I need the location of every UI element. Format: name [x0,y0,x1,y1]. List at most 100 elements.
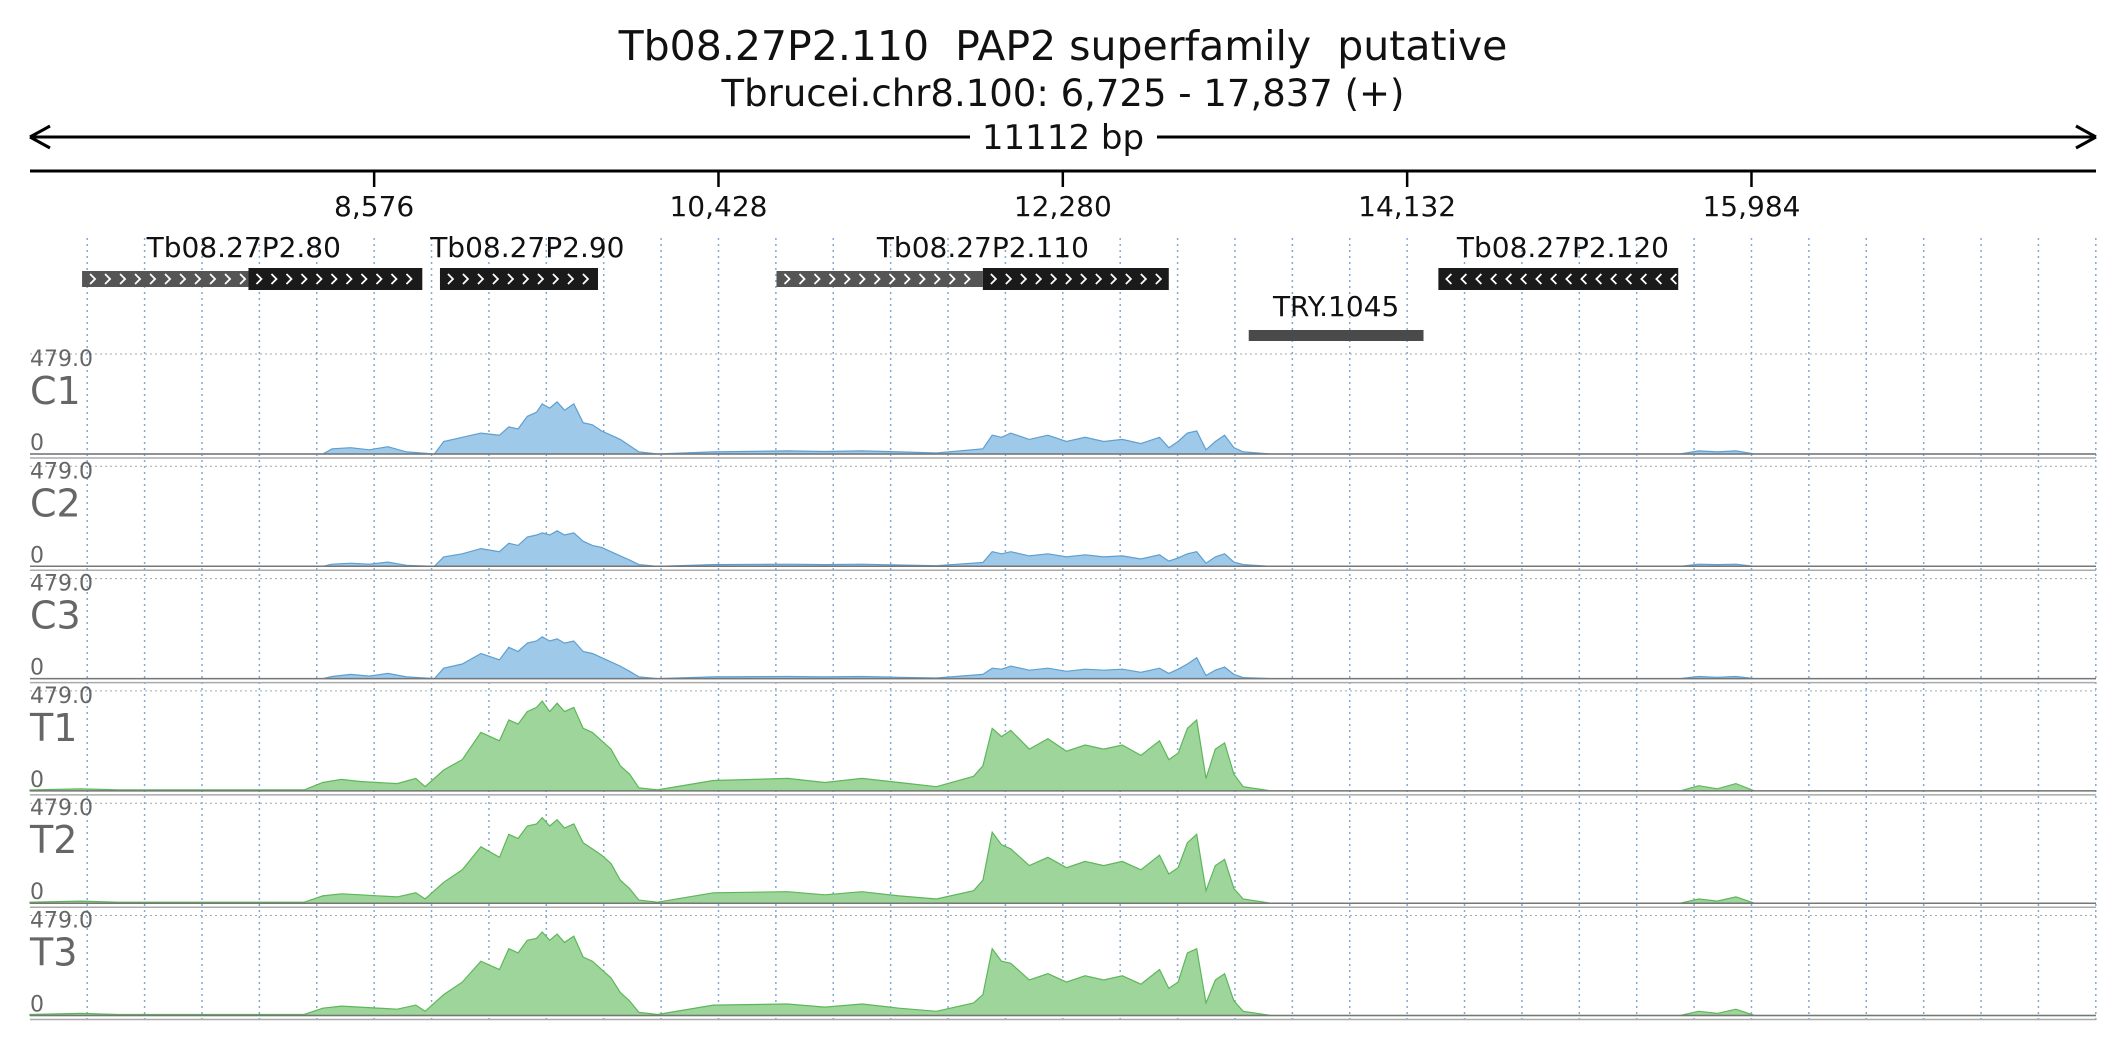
strand-arrow-icon [360,273,368,285]
strand-arrow-icon [567,273,575,285]
strand-arrow-icon [948,273,956,285]
gene-cds [982,268,1169,290]
strand-arrow-icon [447,273,455,285]
arrow-left-icon [29,124,51,150]
strand-arrow-icon [873,273,881,285]
chart-subtitle: Tbrucei.chr8.100: 6,725 - 17,837 (+) [721,72,1405,115]
y-min-label: 0 [30,993,44,1018]
strand-arrow-icon [390,273,398,285]
coverage-area [30,400,2096,455]
strand-arrow-icon [1550,273,1558,285]
strand-arrow-icon [798,273,806,285]
strand-arrow-icon [1095,273,1103,285]
feature-bar [1248,330,1424,341]
gene-label: Tb08.27P2.80 [146,231,341,264]
strand-arrow-icon [164,273,172,285]
strand-arrow-icon [1035,273,1043,285]
x-tick-label: 14,132 [1358,190,1456,223]
gene-tb08-27p2-90: Tb08.27P2.90 [429,231,624,290]
strand-arrow-icon [522,273,530,285]
strand-arrow-icon [300,273,308,285]
strand-arrow-icon [1625,273,1633,285]
span-ruler: 11112 bp [29,118,2097,173]
strand-arrow-icon [1140,273,1148,285]
coverage-area [30,530,2096,567]
strand-arrow-icon [194,273,202,285]
strand-arrow-icon [477,273,485,285]
y-max-label: 479.0 [30,909,93,934]
y-max-label: 479.0 [30,572,93,597]
strand-arrow-icon [858,273,866,285]
strand-arrow-icon [1655,273,1663,285]
strand-arrow-icon [315,273,323,285]
y-min-label: 0 [30,543,44,568]
gene-label: Tb08.27P2.120 [1456,231,1669,264]
strand-arrow-icon [783,273,791,285]
track-c2: 479.0C2 0 [30,459,2096,572]
strand-arrow-icon [209,273,217,285]
y-min-label: 0 [30,656,44,681]
strand-arrow-icon [1670,273,1678,285]
x-tick-label: 8,576 [334,190,414,223]
strand-arrow-icon [1050,273,1058,285]
gene-cds [1438,268,1679,290]
y-min-label: 0 [30,768,44,793]
coverage-area [29,931,2096,1017]
track-name: T3 [29,931,77,975]
track-name: T1 [29,706,77,750]
strand-arrow-icon [1580,273,1588,285]
gene-track: Tb08.27P2.80 Tb08.27P2.90 Tb08.27P2.110 Tb0… [82,231,1679,341]
track-c1: 479.0C1 0 [30,347,2096,459]
chart-title: Tb08.27P2.110 PAP2 superfamily putative [618,22,1508,70]
strand-arrow-icon [843,273,851,285]
strand-arrow-icon [462,273,470,285]
track-name: T2 [29,818,77,862]
feature-label: TRY.1045 [1272,290,1399,323]
y-max-label: 479.0 [30,347,93,372]
track-c3: 479.0C3 0 [30,572,2096,684]
coverage-area [29,700,2096,792]
y-min-label: 0 [30,431,44,456]
strand-arrow-icon [104,273,112,285]
strand-arrow-icon [582,273,590,285]
strand-arrow-icon [990,273,998,285]
strand-arrow-icon [918,273,926,285]
strand-arrow-icon [813,273,821,285]
strand-arrow-icon [1080,273,1088,285]
x-ticks: 8,576 10,428 12,280 14,132 15,984 [334,171,1800,223]
strand-arrow-icon [933,273,941,285]
y-max-label: 479.0 [30,684,93,709]
gene-tb08-27p2-110: Tb08.27P2.110 [776,231,1169,290]
strand-arrow-icon [179,273,187,285]
strand-arrow-icon [239,273,247,285]
strand-arrow-icon [1610,273,1618,285]
y-min-label: 0 [30,880,44,905]
strand-arrow-icon [552,273,560,285]
grid-lines [86,238,2097,1022]
gene-cds [439,268,599,290]
strand-arrow-icon [1565,273,1573,285]
strand-arrow-icon [134,273,142,285]
gene-label: Tb08.27P2.110 [876,231,1089,264]
strand-arrow-icon [345,273,353,285]
strand-arrow-icon [1640,273,1648,285]
gene-utr [82,271,249,287]
track-name: C3 [30,594,81,638]
strand-arrow-icon [1595,273,1603,285]
feature-try-1045: TRY.1045 [1248,290,1424,341]
strand-arrow-icon [1505,273,1513,285]
strand-arrow-icon [1110,273,1118,285]
x-tick-label: 15,984 [1702,190,1800,223]
strand-arrow-icon [537,273,545,285]
coverage-tracks: 479.0C10479.0C20479.0C30479.0T10479.0T20… [29,347,2096,1021]
strand-arrow-icon [119,273,127,285]
strand-arrow-icon [405,273,413,285]
strand-arrow-icon [1445,273,1453,285]
strand-arrow-icon [270,273,278,285]
strand-arrow-icon [903,273,911,285]
strand-arrow-icon [149,273,157,285]
strand-arrow-icon [1020,273,1028,285]
strand-arrow-icon [1460,273,1468,285]
coverage-area [29,816,2096,904]
